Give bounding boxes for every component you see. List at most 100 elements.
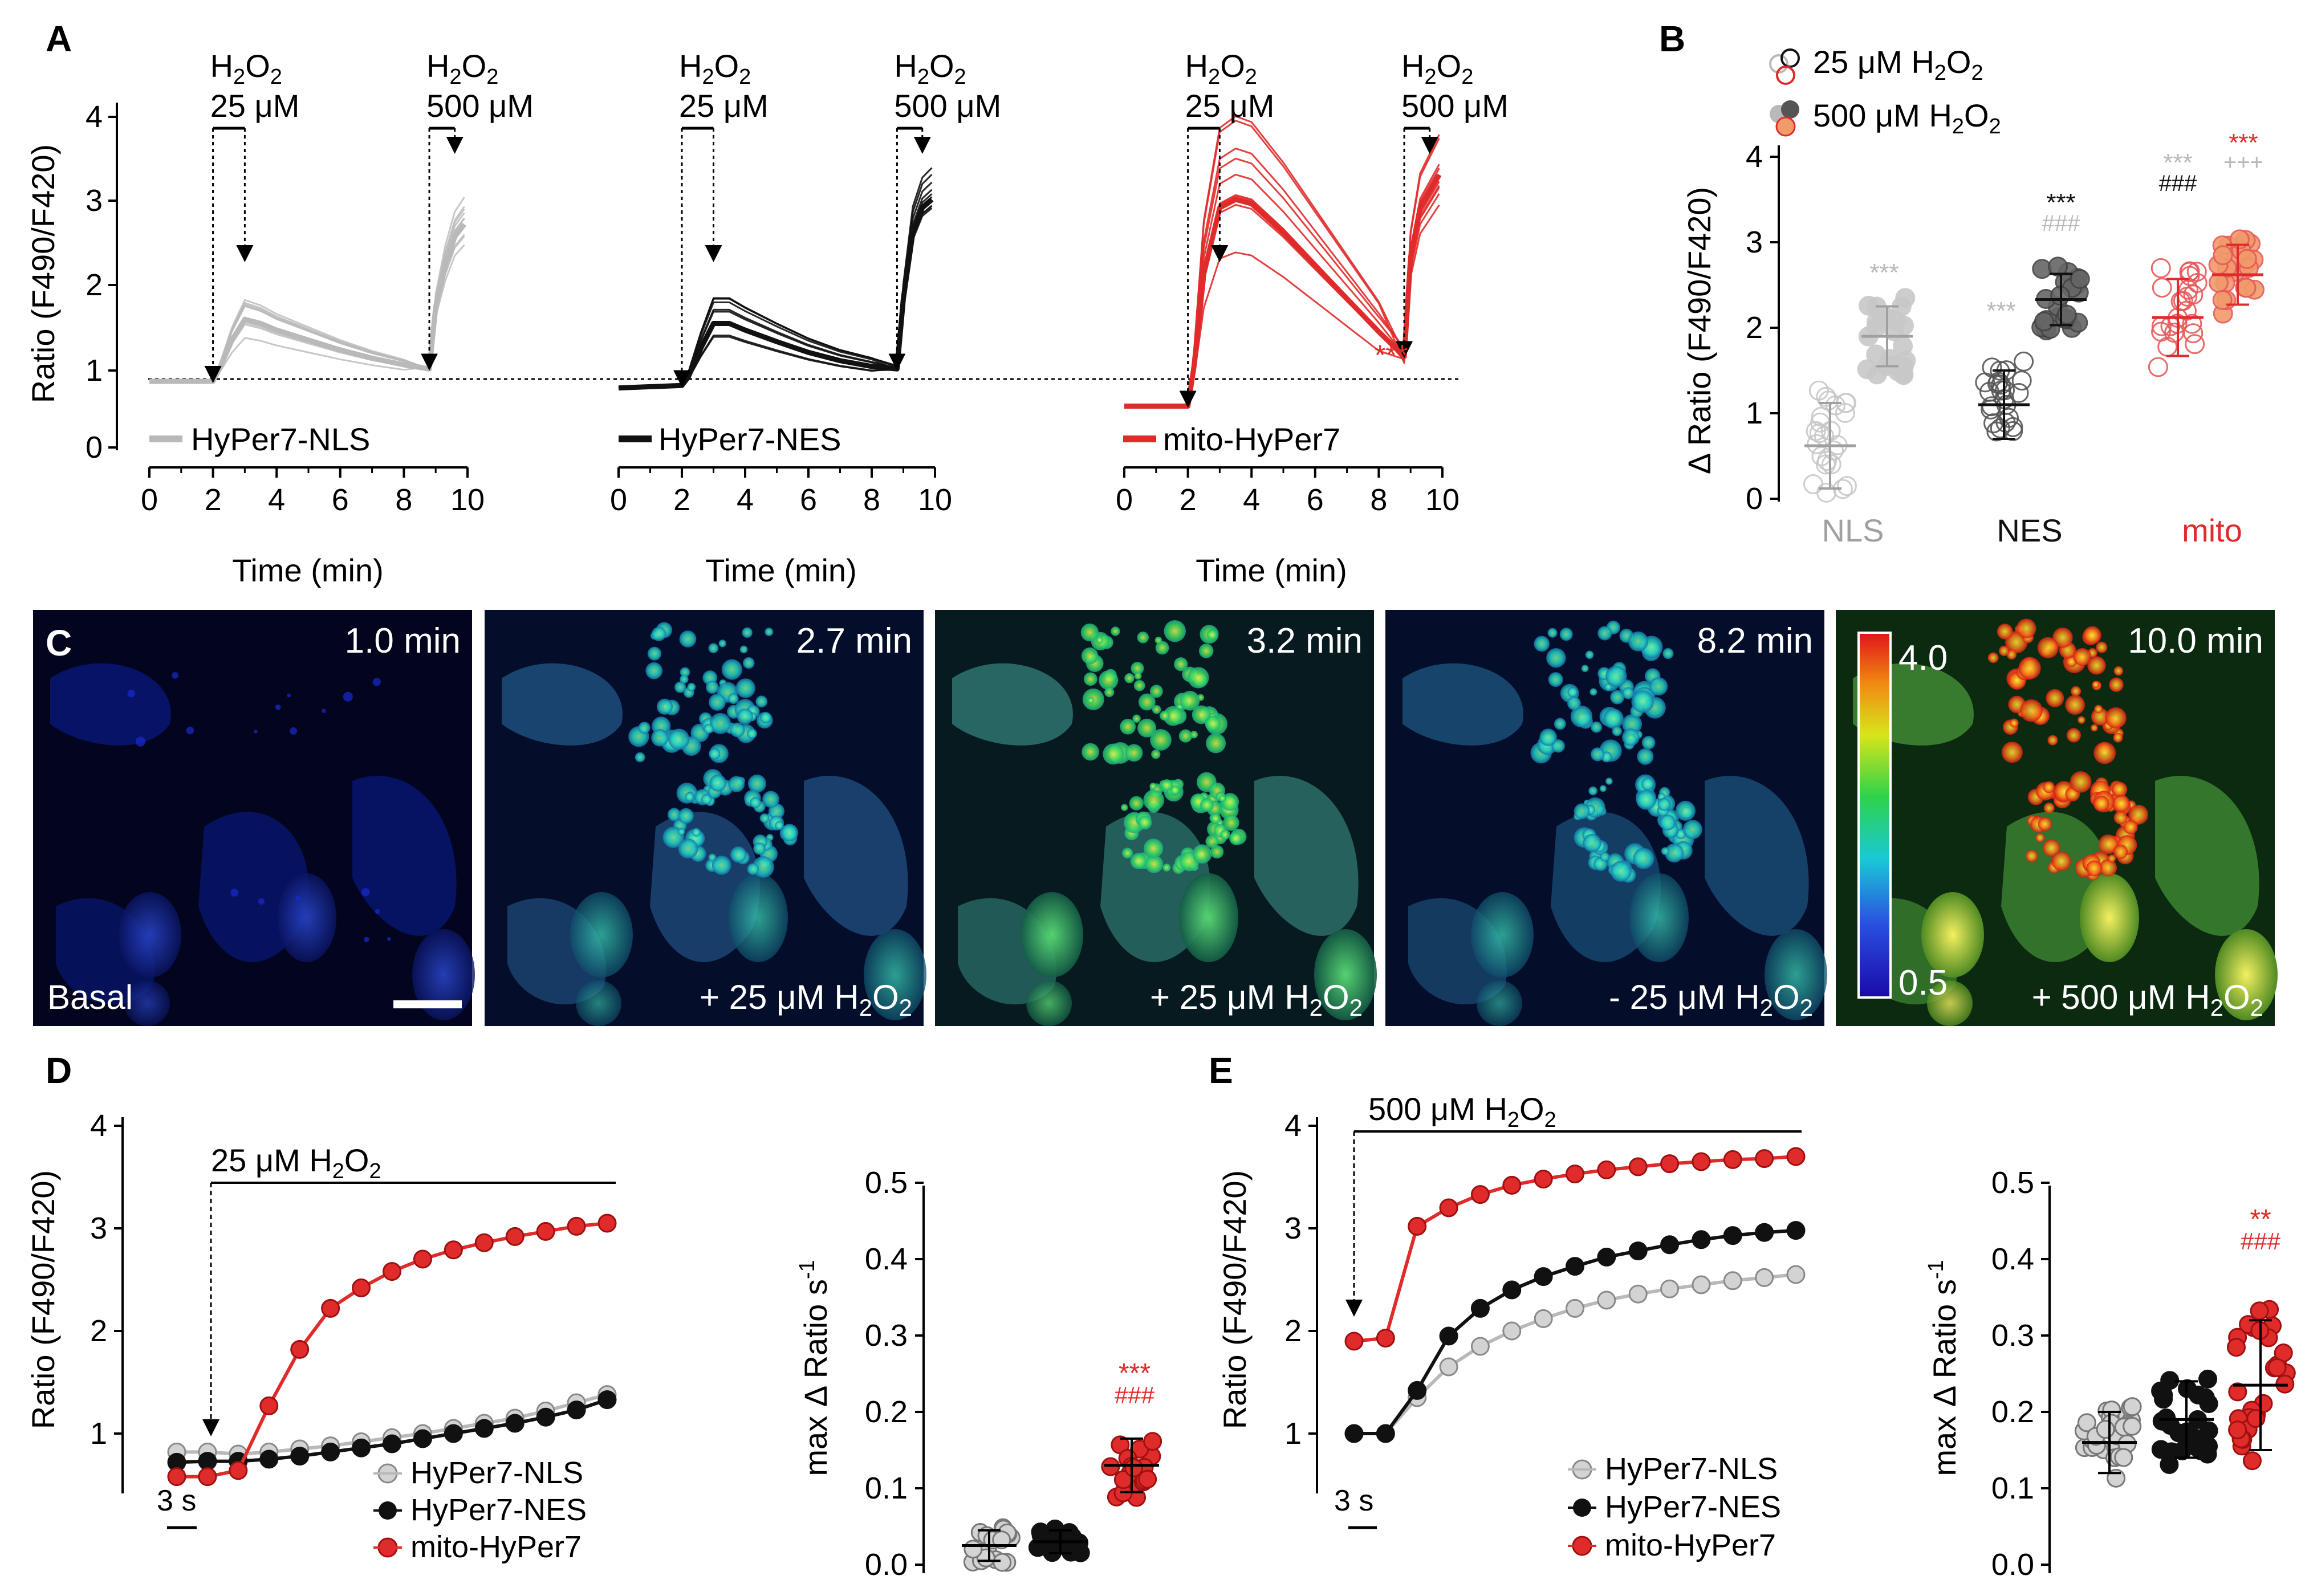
data-point: [2213, 245, 2233, 266]
mitochondria-spot: [704, 724, 714, 734]
mitochondria-spot: [765, 628, 774, 637]
mitochondria-spot: [1120, 804, 1128, 811]
panel-d-ytick-4: 4: [90, 1109, 107, 1143]
mitochondria-spot: [1192, 844, 1212, 864]
mitochondria-spot: [254, 730, 258, 734]
data-point: [2014, 351, 2034, 372]
mitochondria-spot: [1610, 861, 1632, 882]
panel-d-bar-ytick-0: 0.0: [865, 1548, 908, 1582]
data-point: [2150, 258, 2171, 278]
panel-b-ytick-4: 4: [1746, 140, 1763, 174]
mitochondria-spot: [753, 842, 766, 855]
series-point: [1502, 1321, 1522, 1341]
mitochondria-spot: [1229, 832, 1243, 845]
mitochondria-spot: [2113, 666, 2124, 676]
mitochondria-spot: [1546, 648, 1566, 668]
mitochondria-spot: [742, 627, 753, 638]
data-point: [2250, 1301, 2269, 1321]
data-point: [1821, 454, 1841, 475]
mitochondria-spot: [1662, 648, 1674, 659]
cell-body: [952, 663, 1073, 746]
mitochondria-spot: [1547, 628, 1558, 638]
panel-d-y-label: Ratio (F490/F420): [25, 1170, 61, 1429]
mitochondria-spot: [2113, 811, 2128, 825]
trace-single: [149, 197, 465, 382]
data-point: [1808, 380, 1829, 401]
nucleus: [864, 929, 926, 1020]
data-point: [1060, 1523, 1079, 1542]
series-point: [1628, 1284, 1648, 1304]
data-point: [1857, 359, 1877, 380]
mitochondria-spot: [747, 774, 766, 793]
trace-single: [149, 206, 465, 382]
series-point: [597, 1214, 617, 1233]
mitochondria-spot: [2108, 854, 2116, 863]
mitochondria-spot: [747, 728, 757, 739]
mitochondria-spot: [2071, 686, 2082, 697]
mitochondria-spot: [343, 691, 353, 702]
mitochondria-spot: [1111, 626, 1120, 636]
mitochondria-spot: [2113, 844, 2128, 860]
data-point: [2187, 272, 2208, 293]
mitochondria-spot: [1600, 852, 1610, 862]
panel-a-legend-nes: HyPer7-NES: [619, 421, 841, 457]
panel-e-y-label: Ratio (F490/F420): [1217, 1170, 1253, 1429]
panel-d-ytick-2: 2: [90, 1314, 107, 1348]
mitochondria-spot: [685, 792, 694, 802]
data-point: [2226, 1338, 2246, 1357]
panel-d-bar-ytick-2: 0.2: [865, 1395, 908, 1429]
legend-nls-text: HyPer7-NLS: [191, 421, 370, 457]
series-point: [259, 1396, 279, 1415]
mitochondria-spot: [1154, 636, 1162, 644]
trace-single: [149, 212, 465, 382]
panel-d-legend-nes: HyPer7-NES: [410, 1493, 587, 1527]
mitochondria-spot: [755, 695, 768, 708]
series-point: [474, 1419, 494, 1438]
mitochondria-spot: [2090, 724, 2098, 732]
panel-b-group-mito: mito: [2182, 512, 2242, 548]
sig-nls-500: ***: [1869, 259, 1898, 287]
data-point: [2077, 1413, 2096, 1432]
mitochondria-spot: [1210, 813, 1221, 824]
mitochondria-spot: [1585, 650, 1594, 659]
series-point: [474, 1233, 494, 1252]
micrograph-4: 8.2 min - 25 μM H2O2: [1385, 610, 1827, 1026]
mitochondria-spot: [1138, 693, 1156, 711]
micrograph-5: 10.0 min + 500 μM H2O2: [1836, 610, 2278, 1026]
panel-b-y-label: Δ Ratio (F490/F420): [1681, 187, 1717, 474]
mitochondria-spot: [2009, 718, 2019, 728]
mitochondria-spot: [2070, 771, 2092, 793]
data-point: [1884, 355, 1905, 375]
mitochondria-spot: [2086, 860, 2103, 877]
mitochondria-spot: [1159, 710, 1170, 721]
trace-single: [618, 174, 933, 389]
mitochondria-spot: [2043, 781, 2055, 793]
cell-body: [1254, 776, 1359, 936]
mitochondria-spot: [1180, 691, 1200, 711]
panel-e-scalebar: 3 s: [1334, 1484, 1377, 1529]
mitochondria-spot: [2092, 681, 2100, 688]
panel-b-points: [1803, 229, 2265, 503]
mitochondria-spot: [1188, 667, 1209, 689]
data-point: [2212, 290, 2233, 310]
data-point: [2228, 1382, 2247, 1402]
mitochondria-spot: [2052, 627, 2073, 648]
mitochondria-spot: [701, 794, 712, 805]
panel-a-ytick-2: 2: [86, 268, 103, 302]
mitochondria-spot: [230, 889, 239, 897]
nucleus: [1026, 980, 1072, 1026]
legend-mito-text: mito-HyPer7: [1163, 421, 1340, 457]
series-point: [229, 1461, 248, 1480]
mitochondria-spot: [1162, 863, 1171, 872]
panel-d-bar-ytick-3: 0.3: [865, 1318, 908, 1353]
panel-b-ytick-0: 0: [1746, 482, 1763, 516]
mitochondria-spot: [1104, 687, 1115, 698]
trace-single: [1124, 186, 1440, 407]
panel-e-y-axis: 1 2 3 4 Ratio (F490/F420): [1217, 1109, 1318, 1493]
condition-label: + 25 μM H2O2: [1150, 978, 1363, 1021]
series-point: [1597, 1247, 1616, 1267]
trace-single: [618, 193, 933, 389]
mitochondria-spot: [1660, 815, 1676, 831]
mitochondria-spot: [1155, 641, 1169, 655]
